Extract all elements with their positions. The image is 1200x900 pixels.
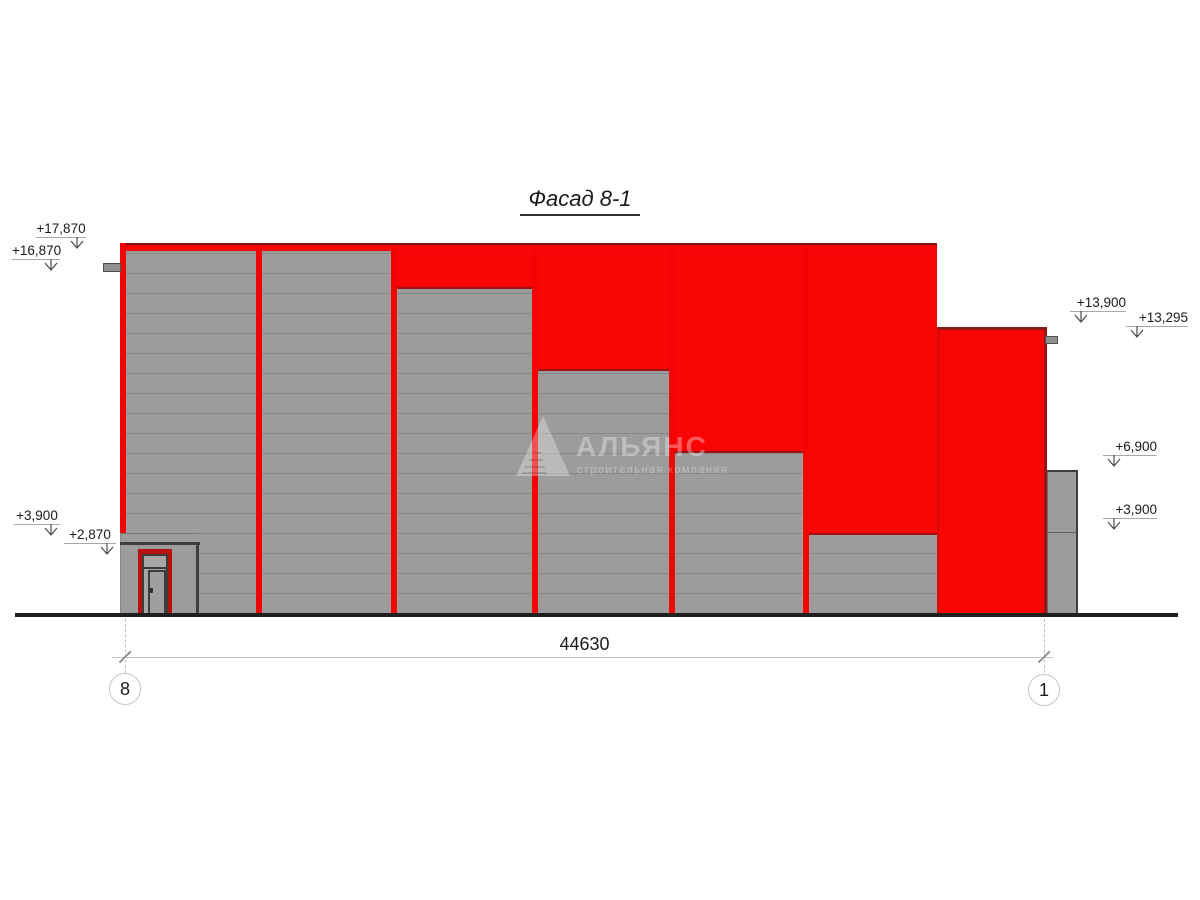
red-mullion-4	[669, 250, 675, 613]
far-right-gray-block	[1047, 470, 1078, 613]
gray-panel-bay-4	[534, 369, 671, 613]
elevation-marker-16870: +16,870	[12, 243, 62, 271]
elevation-label: +6,900	[1115, 439, 1157, 454]
grid-extension-line-1	[1044, 619, 1045, 673]
elevation-marker-6900: +6,900	[1103, 439, 1157, 467]
axis-bubble-8: 8	[109, 673, 141, 705]
elevation-arrow-icon	[44, 259, 58, 271]
elevation-label: +17,870	[36, 221, 86, 236]
watermark-company-subtitle: строительная компания	[577, 464, 729, 476]
dimension-line	[112, 657, 1054, 658]
elevation-arrow-icon	[70, 237, 84, 249]
parapet-cap	[120, 243, 937, 251]
red-mullion-3	[532, 250, 538, 613]
pyramid-logo-icon	[516, 416, 570, 476]
elevation-arrow-icon	[44, 524, 58, 536]
elevation-arrow-icon	[1074, 311, 1088, 323]
axis-number: 8	[119, 679, 130, 699]
elevation-marker-3900-right: +3,900	[1103, 502, 1157, 530]
door-handle	[150, 588, 153, 593]
elevation-arrow-icon	[1107, 455, 1121, 467]
elevation-arrow-icon	[1130, 326, 1144, 338]
facade-left-edge	[120, 243, 126, 533]
red-mullion-2	[391, 250, 397, 613]
door-leaf	[148, 570, 166, 613]
elevation-marker-13900: +13,900	[1070, 295, 1126, 323]
vestibule-side-wall	[196, 545, 199, 613]
elevation-label: +13,295	[1138, 310, 1188, 325]
elevation-label: +13,900	[1076, 295, 1126, 310]
elevation-arrow-icon	[1107, 518, 1121, 530]
gray-panel-bay-3	[393, 287, 534, 613]
grid-extension-line-8	[125, 619, 126, 673]
gray-panel-bay-5	[671, 451, 805, 613]
elevation-marker-3900-left: +3,900	[14, 508, 60, 536]
page-title: Фасад 8-1	[470, 186, 690, 216]
watermark-company-name: АЛЬЯНС	[576, 431, 708, 462]
elevation-marker-2870: +2,870	[64, 527, 116, 555]
elevation-marker-17870: +17,870	[36, 221, 86, 249]
entrance-canopy	[120, 542, 200, 545]
far-right-panel-joint	[1048, 532, 1077, 533]
axis-number: 1	[1038, 680, 1049, 700]
left-wall-tab	[103, 263, 121, 272]
axis-bubble-1: 1	[1028, 674, 1060, 706]
elevation-arrow-icon	[100, 543, 114, 555]
elevation-marker-13295: +13,295	[1126, 310, 1188, 338]
overall-dimension: 44630	[559, 634, 610, 654]
elevation-label: +16,870	[12, 243, 62, 258]
facade-right-red-block	[937, 327, 1047, 613]
red-mullion-1	[256, 250, 262, 613]
elevation-label: +3,900	[1115, 502, 1157, 517]
gray-panel-bay-6	[805, 533, 937, 613]
red-mullion-5	[803, 250, 809, 613]
drawing-title: Фасад 8-1	[520, 186, 640, 216]
door-transom-bar	[143, 567, 167, 569]
right-wall-tab	[1045, 336, 1058, 344]
elevation-label: +3,900	[16, 508, 58, 523]
ground-line	[15, 613, 1178, 617]
elevation-label: +2,870	[69, 527, 111, 542]
